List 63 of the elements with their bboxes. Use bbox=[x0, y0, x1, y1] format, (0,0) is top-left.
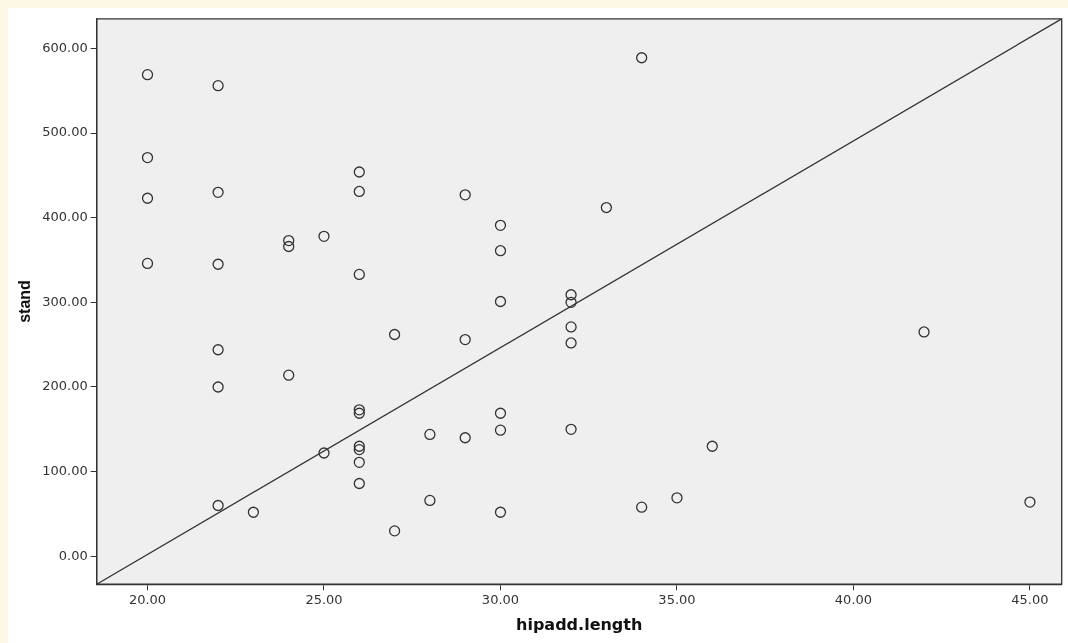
point bbox=[353, 440, 365, 452]
point bbox=[565, 337, 577, 349]
point bbox=[212, 344, 224, 356]
point bbox=[636, 52, 648, 64]
point bbox=[600, 201, 613, 214]
point bbox=[283, 369, 295, 381]
y-axis-title: stand bbox=[16, 280, 34, 323]
point bbox=[459, 432, 471, 444]
point bbox=[459, 189, 471, 201]
point bbox=[565, 296, 577, 308]
x-tick-label: 30.00 bbox=[481, 592, 520, 608]
point bbox=[494, 295, 507, 308]
point bbox=[565, 321, 577, 333]
point bbox=[212, 80, 224, 92]
x-tick-label: 20.00 bbox=[128, 592, 167, 608]
point bbox=[494, 245, 507, 257]
point bbox=[141, 151, 154, 164]
y-tick-label: 200.00 bbox=[42, 378, 88, 394]
point bbox=[283, 240, 295, 253]
point bbox=[671, 492, 683, 504]
point bbox=[1024, 496, 1036, 508]
point bbox=[212, 499, 224, 512]
point bbox=[141, 192, 154, 204]
point bbox=[388, 328, 401, 341]
point bbox=[353, 477, 365, 490]
point bbox=[283, 234, 295, 247]
point bbox=[388, 525, 401, 537]
point bbox=[424, 428, 436, 441]
point bbox=[494, 219, 507, 231]
point bbox=[459, 333, 471, 346]
point bbox=[494, 506, 507, 518]
point bbox=[353, 443, 365, 456]
point bbox=[494, 407, 507, 419]
point bbox=[212, 258, 224, 270]
y-tick-label: 500.00 bbox=[42, 124, 88, 140]
x-tick-label: 25.00 bbox=[305, 592, 343, 608]
point bbox=[353, 166, 365, 178]
point bbox=[212, 381, 224, 393]
point bbox=[318, 230, 330, 242]
point bbox=[212, 186, 224, 198]
point bbox=[353, 185, 365, 198]
y-tick-label: 0.00 bbox=[58, 547, 88, 563]
point bbox=[918, 326, 930, 338]
point bbox=[424, 494, 436, 507]
point bbox=[141, 69, 154, 81]
x-axis-title: hipadd.length bbox=[516, 614, 643, 634]
point bbox=[318, 447, 330, 459]
point bbox=[636, 501, 648, 513]
point bbox=[494, 424, 507, 436]
y-tick-label: 300.00 bbox=[42, 293, 88, 309]
x-tick-label: 40.00 bbox=[834, 592, 873, 608]
point bbox=[353, 268, 365, 281]
point bbox=[565, 423, 577, 435]
point bbox=[565, 289, 577, 301]
y-tick-label: 100.00 bbox=[42, 463, 88, 478]
point bbox=[706, 440, 718, 452]
y-tick-label: 600.00 bbox=[42, 39, 88, 55]
point bbox=[247, 506, 260, 518]
point bbox=[353, 456, 365, 468]
y-tick-label: 400.00 bbox=[42, 209, 88, 225]
point bbox=[141, 257, 154, 270]
x-tick-label: 45.00 bbox=[1011, 592, 1049, 608]
x-tick-label: 35.00 bbox=[658, 592, 696, 608]
